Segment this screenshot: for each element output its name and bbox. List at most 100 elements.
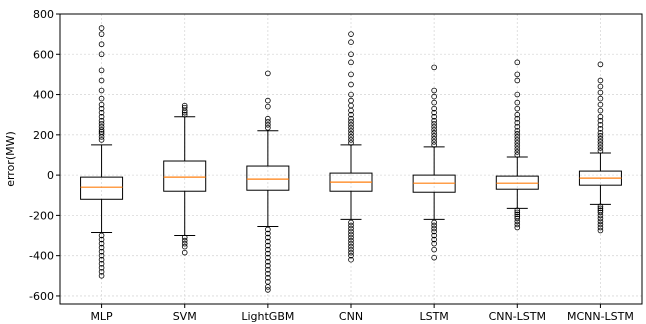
outlier-point	[514, 123, 521, 130]
outlier-point	[431, 64, 437, 71]
outlier-point	[514, 215, 521, 222]
outlier-point	[514, 131, 521, 137]
outlier-point	[514, 134, 521, 140]
outlier-point	[98, 109, 105, 116]
outlier-point	[98, 256, 105, 263]
outlier-point	[348, 256, 354, 263]
outlier-point	[98, 31, 105, 37]
outlier-point	[348, 137, 354, 143]
outlier-point	[514, 140, 521, 146]
box-cnn-lstm	[495, 59, 539, 231]
outlier-point	[597, 61, 604, 68]
outlier-point	[265, 250, 271, 257]
outlier-point	[597, 209, 604, 216]
outlier-point	[98, 95, 105, 102]
outlier-point	[597, 130, 604, 136]
y-axis-label: error(MW)	[4, 131, 17, 187]
outlier-point	[597, 203, 604, 210]
outlier-point	[514, 71, 521, 78]
outlier-point	[348, 128, 354, 134]
outlier-point	[181, 104, 188, 111]
outlier-point	[98, 77, 105, 84]
outlier-point	[98, 248, 105, 255]
outlier-point	[514, 143, 521, 149]
box-lightgbm	[246, 70, 290, 293]
outlier-point	[98, 87, 105, 94]
outlier-point	[265, 270, 271, 277]
outlier-point	[98, 268, 105, 275]
outlier-point	[265, 118, 271, 125]
outlier-point	[514, 207, 521, 214]
outlier-point	[597, 218, 604, 225]
outlier-point	[98, 126, 105, 133]
outlier-point	[431, 99, 437, 106]
outlier-point	[514, 137, 521, 143]
box-mcnn-lstm	[578, 61, 622, 234]
outlier-point	[514, 77, 521, 84]
outlier-point	[265, 70, 271, 77]
outlier-point	[514, 146, 521, 152]
x-tick-label: MLP	[90, 310, 113, 323]
outlier-point	[514, 224, 521, 231]
outlier-point	[348, 51, 354, 58]
outlier-point	[431, 142, 437, 148]
outlier-point	[98, 131, 105, 137]
outlier-point	[514, 59, 521, 66]
y-tick-label: 600	[33, 48, 54, 61]
outlier-point	[597, 212, 604, 219]
outlier-point	[597, 227, 604, 234]
outlier-point	[431, 139, 437, 145]
x-tick-label: SVM	[173, 310, 197, 323]
outlier-point	[265, 242, 271, 249]
outlier-point	[181, 237, 188, 244]
outlier-point	[597, 113, 604, 120]
outlier-point	[98, 244, 105, 251]
outlier-point	[265, 262, 271, 269]
outlier-point	[265, 230, 271, 237]
outlier-point	[348, 234, 354, 241]
outlier-point	[431, 228, 437, 235]
box-body	[80, 176, 124, 200]
x-tick-label: CNN	[339, 310, 363, 323]
outlier-point	[431, 136, 437, 142]
outlier-point	[597, 145, 604, 151]
outlier-point	[98, 101, 105, 108]
outlier-point	[514, 149, 521, 155]
box-mlp	[80, 25, 124, 279]
box-svm	[163, 102, 207, 256]
outlier-point	[597, 133, 604, 139]
outlier-point	[98, 123, 105, 130]
outlier-point	[265, 103, 271, 110]
outlier-point	[514, 221, 521, 228]
y-tick-label: -200	[29, 209, 54, 222]
outlier-point	[98, 240, 105, 247]
outlier-point	[597, 89, 604, 96]
outlier-point	[431, 240, 437, 247]
outlier-point	[98, 105, 105, 112]
outlier-point	[597, 83, 604, 90]
outlier-point	[98, 273, 105, 279]
outlier-point	[348, 231, 354, 238]
outlier-point	[348, 225, 354, 232]
outlier-point	[431, 113, 437, 120]
outlier-point	[514, 152, 521, 158]
box-lstm	[412, 64, 456, 261]
outlier-point	[348, 246, 354, 253]
outlier-point	[514, 211, 521, 218]
outlier-point	[348, 131, 354, 137]
outlier-point	[431, 105, 437, 112]
outlier-point	[265, 121, 271, 128]
outlier-point	[348, 115, 354, 122]
outlier-point	[348, 59, 354, 66]
outlier-point	[597, 205, 604, 212]
y-tick-label: 800	[33, 8, 54, 21]
outlier-point	[181, 102, 188, 109]
outlier-point	[98, 117, 105, 124]
outlier-point	[597, 125, 604, 132]
outlier-point	[431, 236, 437, 243]
outlier-point	[431, 117, 437, 124]
outlier-point	[98, 252, 105, 259]
outlier-point	[98, 120, 105, 127]
outlier-point	[265, 258, 271, 265]
